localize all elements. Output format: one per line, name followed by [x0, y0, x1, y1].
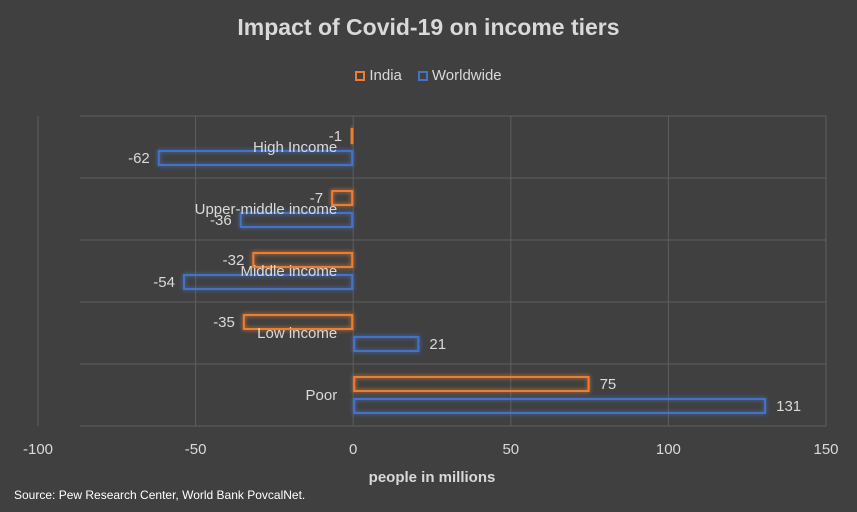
legend-item-india: India — [355, 67, 402, 84]
data-label-india: -35 — [213, 314, 235, 331]
bar-india — [350, 128, 355, 144]
bar-worldwide — [239, 212, 354, 228]
legend-swatch-india — [355, 70, 366, 81]
data-label-worldwide: 131 — [776, 398, 801, 415]
category-label: Poor — [306, 387, 338, 404]
data-label-worldwide: -36 — [210, 212, 232, 229]
source-note: Source: Pew Research Center, World Bank … — [14, 488, 306, 502]
bar-india — [331, 190, 354, 206]
data-label-india: -7 — [310, 190, 323, 207]
data-label-india: -1 — [329, 128, 342, 145]
category-label: Low income — [257, 325, 337, 342]
chart-title: Impact of Covid-19 on income tiers — [237, 14, 620, 40]
x-tick-label: 100 — [656, 441, 681, 458]
data-label-worldwide: -54 — [153, 274, 175, 291]
bars — [157, 128, 767, 414]
x-tick-label: 150 — [813, 441, 838, 458]
legend-swatch-worldwide — [417, 70, 428, 81]
x-axis-title: people in millions — [369, 469, 496, 486]
data-label-worldwide: -62 — [128, 150, 150, 167]
data-label-worldwide: 21 — [429, 336, 446, 353]
x-tick-label: -100 — [23, 441, 53, 458]
bar-worldwide — [157, 150, 354, 166]
bar-worldwide — [353, 336, 420, 352]
bar-worldwide — [182, 274, 354, 290]
chart-legend: India Worldwide — [0, 67, 857, 84]
bar-worldwide — [353, 398, 767, 414]
gridlines — [37, 115, 827, 427]
bar-india — [353, 376, 590, 392]
legend-label-india: India — [369, 67, 402, 84]
data-label-india: -32 — [223, 252, 245, 269]
bar-india — [242, 314, 354, 330]
x-tick-label: -50 — [185, 441, 207, 458]
category-label: High Income — [253, 139, 337, 156]
legend-label-worldwide: Worldwide — [431, 67, 502, 84]
x-tick-label: 50 — [502, 441, 519, 458]
data-label-india: 75 — [600, 376, 617, 393]
x-tick-label: 0 — [349, 441, 357, 458]
legend-item-worldwide: Worldwide — [417, 67, 502, 84]
category-label: Upper-middle income — [195, 201, 338, 218]
bar-india — [252, 252, 354, 268]
category-label: Middle income — [240, 263, 337, 280]
labels: -100 -50 0 50 100 150 High Income-1 -62 Upper-mi… — [23, 128, 839, 486]
